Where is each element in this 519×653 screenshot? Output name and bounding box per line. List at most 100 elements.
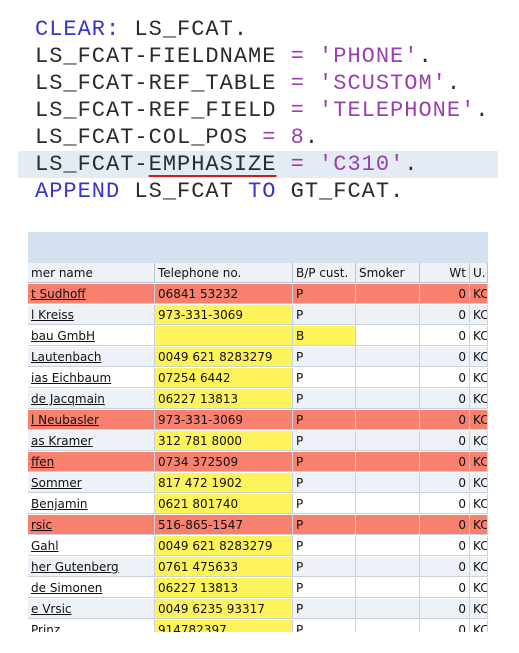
table-cell: P [293,620,356,632]
code-line: APPEND LS_FCAT TO GT_FCAT. [0,178,519,205]
table-cell [155,326,293,346]
code-token: LS_FCAT-FIELDNAME [35,44,291,69]
table-cell: P [293,473,356,493]
code-token: = [290,98,305,123]
table-cell [356,578,420,598]
code-editor: CLEAR: LS_FCAT. LS_FCAT-FIELDNAME = 'PHON… [0,16,519,205]
column-header: Smoker [356,263,420,283]
table-cell: 973-331-3069 [155,305,293,325]
column-header: Wt [420,263,470,283]
table-cell: KC [470,494,488,514]
table-cell: KC [470,557,488,577]
table-cell [356,536,420,556]
table-cell: KC [470,368,488,388]
column-header: Telephone no. [155,263,293,283]
code-token: 'PHONE' [304,44,419,69]
table-cell: rsic [28,515,155,535]
table-cell [356,305,420,325]
code-token: = [290,152,305,177]
table-cell: de Jacqmain [28,389,155,409]
table-cell: P [293,536,356,556]
table-cell: KC [470,578,488,598]
table-cell [356,368,420,388]
code-token: = [290,44,305,69]
table-cell: KC [470,431,488,451]
table-cell: 0 [420,326,470,346]
table-cell: 516-865-1547 [155,515,293,535]
table-cell: as Kramer [28,431,155,451]
code-line: LS_FCAT-EMPHASIZE = 'C310'. [18,151,498,178]
code-token [276,152,290,177]
table-cell: bau GmbH [28,326,155,346]
table-row: ffen 0734 372509 P 0 KC [28,452,488,473]
table-row: her Gutenberg 0761 475633 P 0 KC [28,557,488,578]
table-cell: e Vrsic [28,599,155,619]
table-cell [356,620,420,632]
table-cell: P [293,578,356,598]
table-cell: 0 [420,431,470,451]
code-token: LS_FCAT. [120,17,249,42]
table-cell: 0761 475633 [155,557,293,577]
table-cell: P [293,368,356,388]
table-cell: 0 [420,620,470,632]
table-cell: her Gutenberg [28,557,155,577]
code-line: LS_FCAT-REF_TABLE = 'SCUSTOM'. [0,70,519,97]
table-row: e Vrsic 0049 6235 93317 P 0 KC [28,599,488,620]
table-cell: KC [470,410,488,430]
table-cell [356,452,420,472]
table-cell: KC [470,305,488,325]
table-row: Benjamin 0621 801740 P 0 KC [28,494,488,515]
table-cell: 0 [420,536,470,556]
table-cell: P [293,599,356,619]
code-line: LS_FCAT-COL_POS = 8. [0,124,519,151]
table-cell: Lautenbach [28,347,155,367]
table-row: Sommer 817 472 1902 P 0 KC [28,473,488,494]
table-row: as Kramer 312 781 8000 P 0 KC [28,431,488,452]
table-cell: l Kreiss [28,305,155,325]
code-token: EMPHASIZE [148,152,277,177]
code-token: . [475,98,490,123]
table-cell: P [293,452,356,472]
table-cell: 0 [420,494,470,514]
table-row: Lautenbach 0049 621 8283279 P 0 KC [28,347,488,368]
table-row: Prinz 914782397 P 0 KC [28,620,488,632]
code-token: 'SCUSTOM' [304,71,447,96]
table-cell [356,284,420,304]
code-token: . [446,71,462,96]
table-cell: ffen [28,452,155,472]
code-token: = [290,71,305,96]
column-header: B/P cust. [293,263,356,283]
alv-grid: mer name Telephone no. B/P cust. Smoker Wt U.… [28,232,488,632]
table-cell: 0 [420,284,470,304]
code-token: LS_FCAT [120,179,249,204]
table-cell: KC [470,515,488,535]
table-cell [356,410,420,430]
table-cell: P [293,431,356,451]
table-cell [356,515,420,535]
table-cell: KC [470,284,488,304]
table-row: de Jacqmain 06227 13813 P 0 KC [28,389,488,410]
table-cell: 06227 13813 [155,578,293,598]
code-token: LS_FCAT-REF_FIELD [35,98,291,123]
table-cell: 0 [420,410,470,430]
table-cell: KC [470,452,488,472]
table-cell: 312 781 8000 [155,431,293,451]
code-token: . [418,44,433,69]
table-cell: P [293,389,356,409]
table-cell: Prinz [28,620,155,632]
table-cell: 06841 53232 [155,284,293,304]
table-cell: l Neubasler [28,410,155,430]
code-token: . [404,152,419,177]
code-token: APPEND [35,179,121,204]
table-cell: 0 [420,389,470,409]
code-token: LS_FCAT-COL_POS [35,125,263,150]
table-cell: 0621 801740 [155,494,293,514]
table-cell: P [293,347,356,367]
table-cell: de Simonen [28,578,155,598]
table-cell [356,431,420,451]
code-token: 'C310' [304,152,405,177]
table-cell: KC [470,326,488,346]
table-cell [356,473,420,493]
table-cell [356,326,420,346]
table-row: ias Eichbaum 07254 6442 P 0 KC [28,368,488,389]
